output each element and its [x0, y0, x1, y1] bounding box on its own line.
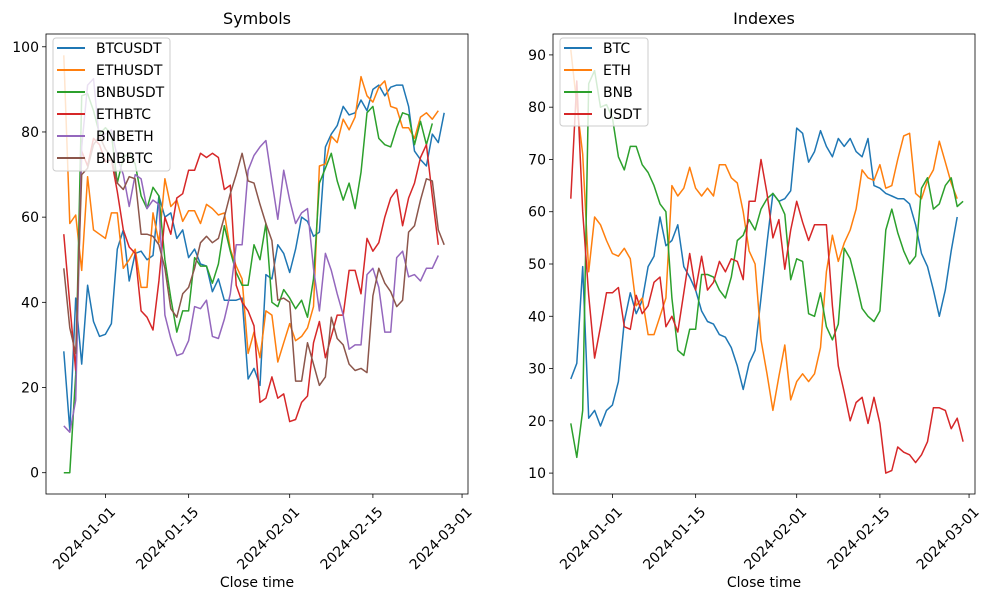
y-tick-label: 80	[21, 125, 39, 141]
legend-label-btc: BTC	[603, 41, 630, 57]
y-tick-label: 80	[528, 100, 546, 116]
legend-label-bnbeth: BNBETH	[96, 129, 154, 145]
series-line-btcusdt	[63, 84, 445, 431]
legend: BTC ETH BNB USDT	[559, 37, 649, 127]
series-line-btc	[570, 127, 958, 427]
series-layer	[63, 55, 445, 474]
x-axis-label: Close time	[727, 575, 801, 591]
series-line-bnbbtc	[63, 135, 445, 387]
y-tick-label: 100	[12, 40, 39, 56]
series-layer	[570, 49, 964, 474]
series-line-ethusdt	[63, 55, 439, 363]
series-line-ethbtc	[63, 137, 440, 423]
y-tick-label: 40	[528, 309, 546, 325]
legend-label-bnbbtc: BNBBTC	[96, 151, 153, 167]
plot-frame	[552, 33, 976, 495]
plot-frame	[45, 33, 469, 495]
y-axis: 10 20 30 40 50 60 70 80 90	[528, 48, 553, 482]
legend-label-eth: ETH	[603, 63, 631, 79]
series-line-bnbeth	[63, 77, 439, 433]
legend: BTCUSDT ETHUSDT BNBUSDT ETHBTC BNBETH BNBBTC	[52, 37, 171, 172]
legend-label-btcusdt: BTCUSDT	[96, 41, 162, 57]
y-tick-label: 60	[528, 205, 546, 221]
legend-label-ethbtc: ETHBTC	[96, 107, 151, 123]
y-tick-label: 90	[528, 48, 546, 64]
legend-label-bnb: BNB	[603, 85, 633, 101]
y-tick-label: 20	[528, 414, 546, 430]
y-tick-label: 40	[21, 295, 39, 311]
series-line-usdt	[570, 80, 964, 474]
chart-title: Symbols	[223, 9, 291, 28]
legend-box	[559, 37, 649, 127]
y-tick-label: 50	[528, 257, 546, 273]
y-tick-label: 30	[528, 362, 546, 378]
y-tick-label: 70	[528, 152, 546, 168]
legend-label-usdt: USDT	[603, 107, 642, 123]
y-tick-label: 10	[528, 466, 546, 482]
y-tick-label: 20	[21, 381, 39, 397]
legend-label-bnbusdt: BNBUSDT	[96, 85, 165, 101]
y-axis: 0 20 40 60 80 100	[12, 40, 46, 482]
legend-box	[52, 37, 171, 172]
x-axis-label: Close time	[220, 575, 294, 591]
y-tick-label: 0	[30, 466, 39, 482]
legend-label-ethusdt: ETHUSDT	[96, 63, 163, 79]
chart-title: Indexes	[733, 9, 795, 28]
y-tick-label: 60	[21, 210, 39, 226]
